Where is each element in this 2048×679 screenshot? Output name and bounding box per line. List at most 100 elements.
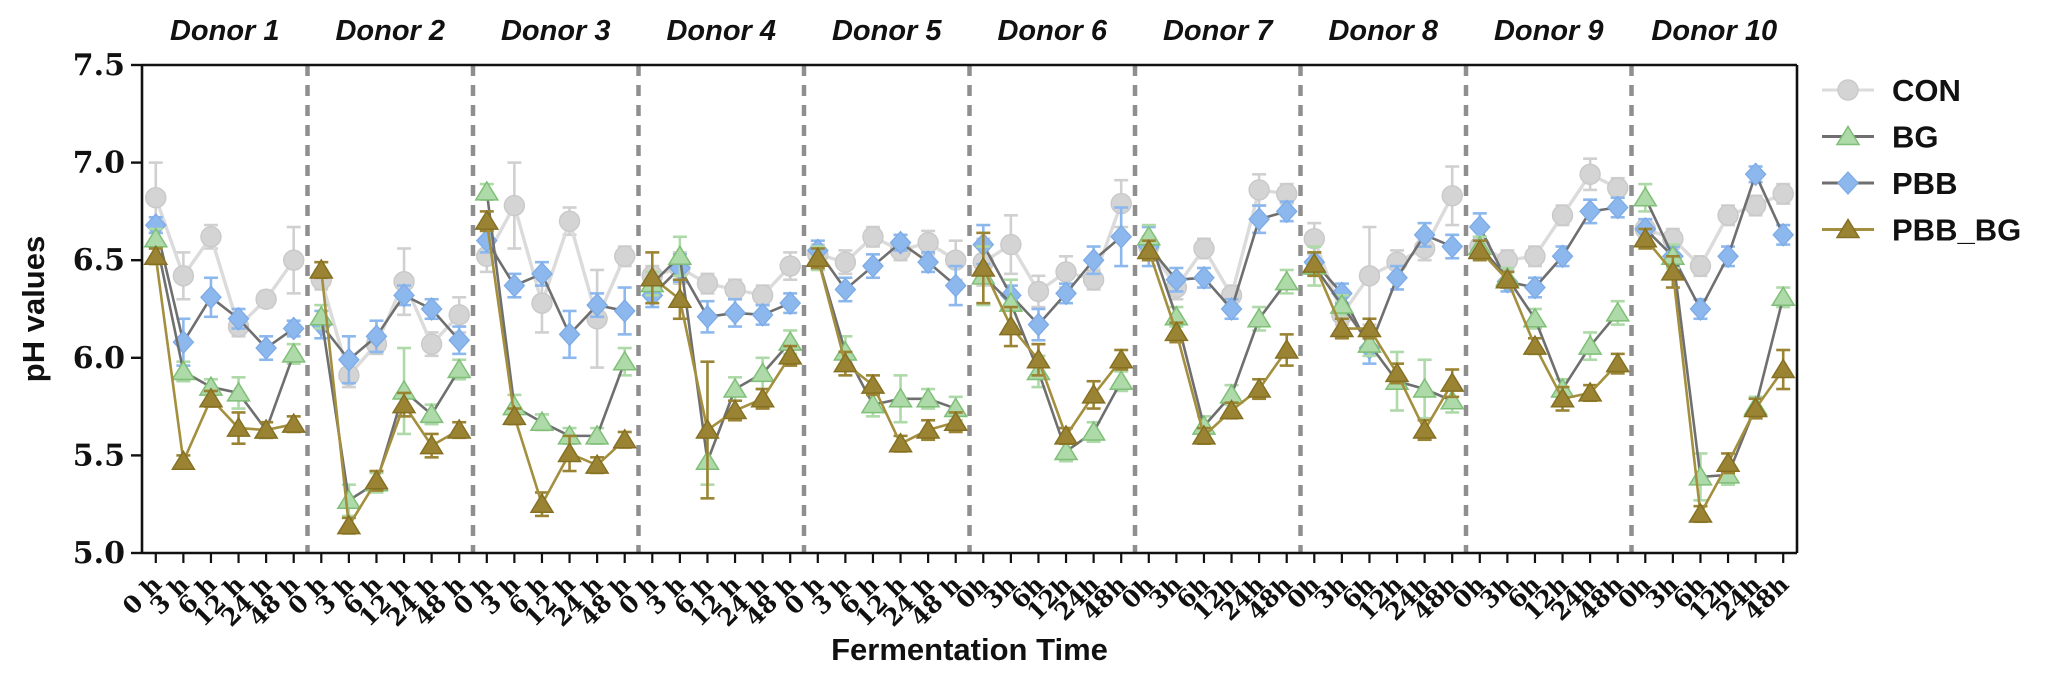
marker-PBB_BG [1550, 387, 1575, 408]
marker-PBB_BG [281, 412, 307, 433]
marker-PBB_BG [1274, 338, 1300, 359]
marker-PBB_BG [833, 352, 858, 373]
marker-PBB [1386, 265, 1408, 290]
marker-BG [336, 488, 362, 510]
marker-PBB [448, 328, 471, 353]
marker-CON [1717, 204, 1739, 227]
marker-PBB [1524, 275, 1546, 300]
series-line-BG [320, 316, 461, 503]
marker-PBB_BG [639, 266, 665, 287]
marker-PBB_BG [915, 418, 941, 439]
marker-BG [1605, 301, 1631, 322]
marker-PBB_BG [860, 373, 886, 394]
marker-PBB [1248, 207, 1271, 232]
marker-CON [1358, 265, 1381, 287]
series-line-PBB_BG [1478, 249, 1619, 401]
donor-panel [143, 161, 307, 471]
marker-PBB [586, 293, 609, 318]
marker-CON [1000, 233, 1022, 256]
marker-PBB_BG [777, 344, 803, 365]
donor-title: Donor 5 [832, 15, 942, 47]
marker-PBB_BG [722, 399, 748, 420]
marker-BG [446, 358, 472, 379]
marker-PBB_BG [1053, 424, 1079, 445]
marker-BG [1770, 285, 1796, 307]
marker-BG [750, 361, 775, 383]
marker-PBB_BG [695, 418, 720, 439]
donor-panel [1632, 162, 1796, 524]
marker-BG [419, 402, 444, 424]
series-line-PBB_BG [982, 267, 1123, 439]
marker-PBB [393, 283, 415, 308]
legend-label: BG [1892, 120, 1939, 155]
marker-PBB_BG [667, 287, 693, 308]
marker-PBB_BG [970, 256, 996, 277]
marker-PBB_BG [1219, 399, 1244, 420]
marker-CON [834, 251, 857, 273]
marker-CON [1248, 179, 1270, 201]
marker-BG [1439, 389, 1465, 410]
marker-PBB_BG [1191, 424, 1217, 445]
donor-title: Donor 2 [335, 15, 445, 47]
legend-item-BG: BG [1822, 120, 1939, 155]
marker-PBB_BG [1412, 418, 1437, 439]
marker-BG [1108, 369, 1134, 390]
marker-PBB_BG [584, 453, 610, 474]
marker-PBB [724, 300, 746, 325]
marker-PBB_BG [1357, 317, 1382, 338]
marker-CON [1193, 237, 1215, 260]
marker-PBB_BG [1743, 397, 1768, 418]
marker-CON [145, 187, 167, 209]
marker-PBB_BG [336, 514, 362, 535]
series-line-CON [1479, 172, 1619, 262]
donor-panel [1467, 157, 1631, 412]
marker-PBB [779, 291, 802, 316]
marker-BG [1274, 270, 1300, 291]
marker-PBB [337, 347, 360, 372]
marker-PBB_BG [1329, 317, 1355, 338]
marker-BG [529, 410, 555, 431]
marker-PBB [944, 273, 967, 298]
marker-PBB [365, 324, 388, 349]
donor-title: Donor 10 [1651, 15, 1777, 47]
marker-PBB [255, 336, 278, 361]
marker-PBB_BG [943, 410, 969, 431]
marker-PBB_BG [171, 449, 196, 471]
marker-CON [531, 292, 553, 314]
marker-CON [862, 226, 884, 248]
marker-CON [1055, 261, 1077, 283]
marker-CON [283, 249, 305, 271]
plot-frame [140, 63, 1799, 555]
marker-PBB_BG [1660, 260, 1686, 281]
series-line-PBB_BG [1644, 237, 1785, 519]
marker-PBB [1606, 195, 1629, 220]
marker-PBB_BG [557, 442, 582, 463]
marker-CON [200, 226, 222, 248]
marker-PBB [1441, 234, 1464, 259]
x-axis-title: Fermentation Time [831, 632, 1108, 667]
marker-PBB_BG [1301, 252, 1327, 273]
y-tick-label: 5.5 [73, 438, 125, 473]
marker-CON [1551, 204, 1574, 227]
marker-BG [1053, 440, 1079, 461]
marker-BG [1522, 307, 1548, 328]
marker-CON [503, 194, 526, 217]
marker-BG [860, 393, 886, 414]
marker-PBB_BG [1467, 239, 1493, 260]
marker-PBB [558, 322, 581, 347]
marker-PBB_BG [1108, 348, 1134, 369]
marker-PBB [834, 277, 857, 302]
donor-panel [639, 235, 803, 500]
marker-PBB [1275, 199, 1298, 224]
donor-panel [970, 178, 1134, 463]
y-axis-title: pH values [16, 236, 51, 382]
marker-PBB [613, 298, 636, 323]
series-line-BG [1644, 197, 1785, 479]
marker-PBB_BG [253, 418, 279, 439]
legend-label: CON [1892, 73, 1961, 108]
marker-CON [558, 210, 581, 232]
marker-PBB [751, 302, 774, 327]
y-axis: 7.5 7.0 6.5 6.0 5.5 5.0 [73, 48, 142, 571]
